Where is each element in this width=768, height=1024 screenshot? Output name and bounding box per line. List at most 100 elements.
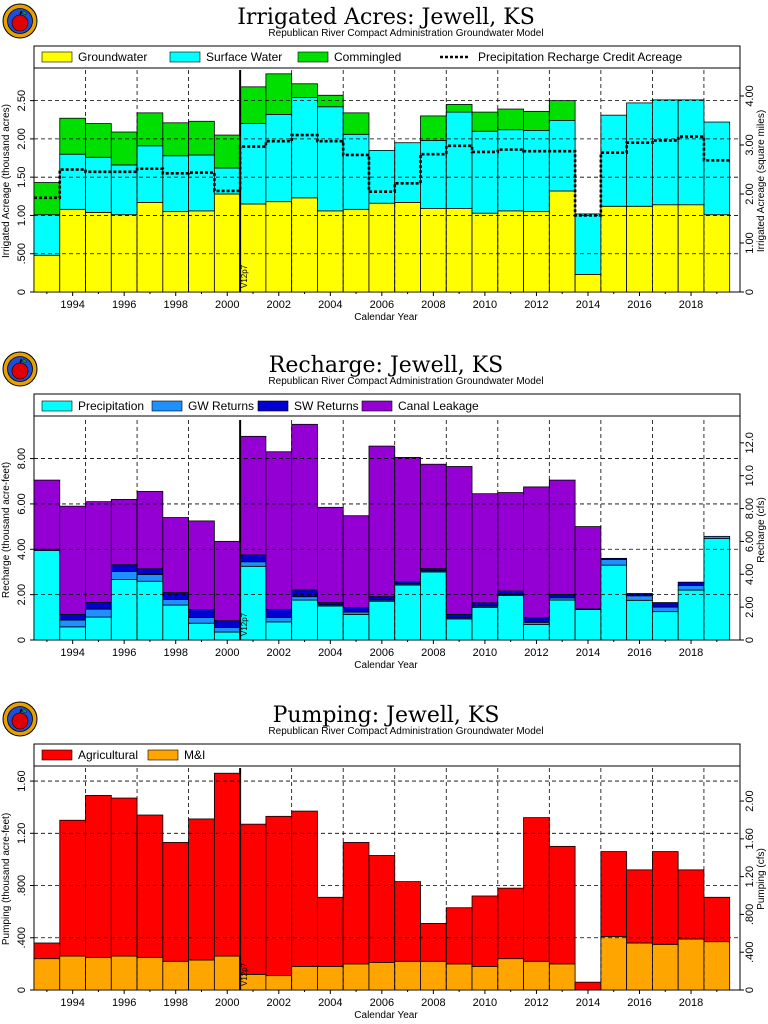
bar-1998-series-0: [162, 211, 189, 293]
xtick-label-10: 2014: [576, 647, 600, 659]
xtick-label-12: 2018: [679, 299, 703, 311]
bar-1994-series-0: [59, 955, 86, 991]
bar-2008-series-0: [420, 960, 447, 991]
ytick-label-left-3: 1.50: [16, 166, 28, 187]
ytick-label-left-2: 4.00: [16, 539, 28, 560]
xtick-label-2: 1998: [163, 647, 187, 659]
ytick-label-right-1: .400: [744, 942, 756, 963]
bar-2002-series-3: [265, 451, 293, 610]
bar-2008-series-0: [420, 571, 447, 641]
bar-2012-series-0: [523, 960, 550, 991]
logo-leaf: [21, 11, 28, 15]
bar-1997-series-3: [136, 491, 164, 570]
bar-2019-series-0: [703, 941, 731, 991]
bar-2019-series-0: [703, 538, 731, 641]
bar-2016-series-0: [626, 205, 653, 293]
bar-1993-series-3: [33, 479, 61, 550]
x-axis-label: Calendar Year: [354, 312, 418, 323]
xtick-label-7: 2008: [421, 647, 445, 659]
bar-1998-series-1: [162, 599, 189, 606]
bar-1997-series-1: [136, 574, 164, 582]
bar-2016-series-0: [626, 599, 653, 641]
logo-apple: [11, 362, 29, 380]
legend: Agricultural M&I: [33, 743, 741, 767]
bar-2009-series-0: [445, 618, 473, 641]
model-marker-label: V12p7: [240, 264, 249, 288]
bar-2015-series-1: [600, 851, 628, 937]
bar-1995-series-1: [85, 795, 112, 958]
legend-label-2: SW Returns: [294, 399, 359, 413]
bar-2017-series-2: [651, 602, 679, 608]
bar-1994-series-0: [59, 208, 86, 293]
bar-1993-series-0: [33, 550, 61, 641]
bar-2013-series-2: [548, 100, 576, 121]
bar-1997-series-0: [136, 580, 164, 641]
xtick-label-10: 2014: [576, 997, 600, 1009]
chart-subtitle: Republican River Compact Administration …: [268, 726, 543, 737]
y-axis-label-left: Pumping (thousand acre-feet): [1, 813, 12, 945]
xtick-label-1: 1996: [112, 997, 136, 1009]
bar-2000-series-0: [213, 631, 241, 641]
bar-2011-series-1: [497, 887, 524, 960]
legend-label-1: Surface Water: [206, 50, 282, 64]
logo-stem: [19, 358, 23, 364]
bar-2019-series-1: [703, 535, 731, 540]
xtick-label-12: 2018: [679, 997, 703, 1009]
bar-2017-series-1: [651, 606, 679, 613]
bar-1998-series-0: [162, 960, 189, 991]
xtick-label-0: 1994: [60, 647, 84, 659]
bar-2004-series-0: [317, 210, 344, 293]
xtick-label-5: 2004: [318, 647, 342, 659]
bar-2000-series-1: [213, 772, 241, 957]
bar-2002-series-2: [265, 73, 293, 115]
legend-swatch-2: [297, 51, 329, 63]
bar-2014-series-3: [574, 526, 602, 610]
bar-2018-series-2: [677, 581, 705, 586]
legend-label-1: GW Returns: [188, 399, 254, 413]
xtick-label-2: 1998: [163, 299, 187, 311]
bar-2015-series-1: [600, 114, 628, 207]
bar-2007-series-1: [394, 881, 421, 962]
xtick-label-3: 2000: [215, 997, 239, 1009]
bar-2018-series-1: [677, 99, 705, 206]
bar-2013-series-0: [548, 190, 576, 293]
bar-2000-series-2: [213, 620, 241, 628]
bar-2015-series-0: [600, 205, 628, 293]
bar-1999-series-1: [188, 617, 215, 624]
bar-1998-series-0: [162, 604, 189, 641]
bar-2015-series-0: [600, 564, 628, 641]
bar-2001-series-0: [239, 565, 267, 641]
bar-2011-series-3: [497, 492, 524, 592]
bar-2010-series-3: [471, 493, 499, 604]
bar-2002-series-0: [265, 621, 293, 641]
logo-stem: [19, 708, 23, 714]
bar-2007-series-3: [394, 457, 421, 583]
bar-2003-series-0: [291, 966, 318, 991]
bar-1999-series-2: [188, 120, 215, 156]
bar-2001-series-3: [239, 435, 267, 556]
ytick-label-right-1: 2.00: [744, 596, 756, 617]
legend-swatch-0: [41, 400, 73, 412]
bar-1997-series-2: [136, 568, 164, 575]
logo-apple: [11, 712, 29, 730]
bar-2003-series-1: [291, 97, 318, 199]
chart-title: Recharge: Jewell, KS: [269, 353, 503, 378]
bar-2009-series-2: [445, 613, 473, 619]
apple-logo-icon: [2, 701, 38, 737]
bar-1996-series-2: [110, 131, 138, 166]
xtick-label-11: 2016: [627, 299, 651, 311]
xtick-label-9: 2012: [524, 299, 548, 311]
xtick-label-11: 2016: [627, 647, 651, 659]
bar-1998-series-3: [162, 517, 189, 593]
model-marker-label: V12p7: [240, 612, 249, 636]
bar-2005-series-3: [342, 515, 370, 608]
bar-2016-series-1: [626, 595, 653, 601]
bar-2000-series-3: [213, 540, 241, 622]
bar-2012-series-1: [523, 817, 550, 962]
xtick-label-5: 2004: [318, 299, 342, 311]
bar-2010-series-2: [471, 111, 499, 132]
bar-2012-series-0: [523, 211, 550, 293]
bar-2000-series-0: [213, 193, 241, 293]
bar-1996-series-2: [110, 564, 138, 572]
